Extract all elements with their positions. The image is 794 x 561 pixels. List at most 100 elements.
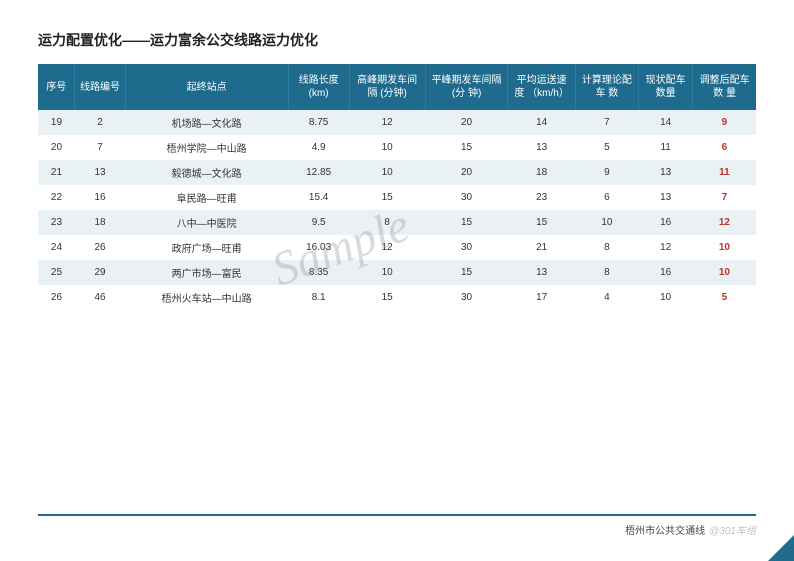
table-cell: 11 <box>638 135 692 160</box>
table-cell: 10 <box>349 135 425 160</box>
table-cell: 13 <box>75 160 125 185</box>
table-cell: 26 <box>75 235 125 260</box>
table-cell: 8 <box>575 260 638 285</box>
table-cell: 11 <box>693 160 756 185</box>
table-cell: 八中—中医院 <box>125 210 288 235</box>
table-cell: 4 <box>575 285 638 310</box>
table-row: 2646梧州火车站—中山路8.11530174105 <box>38 285 756 310</box>
footer: 梧州市公共交通线 @301车组 <box>38 514 756 537</box>
table-row: 192机场路—文化路8.751220147149 <box>38 110 756 135</box>
table-cell: 23 <box>38 210 75 235</box>
table-cell: 29 <box>75 260 125 285</box>
table-cell: 16 <box>638 260 692 285</box>
col-off: 平峰期发车间隔(分 钟) <box>425 64 508 110</box>
table-cell: 15.4 <box>288 185 349 210</box>
table-cell: 18 <box>508 160 575 185</box>
table-cell: 7 <box>75 135 125 160</box>
table-cell: 8.75 <box>288 110 349 135</box>
table-cell: 30 <box>425 185 508 210</box>
footer-watermark: @301车组 <box>709 526 756 537</box>
table-cell: 9.5 <box>288 210 349 235</box>
table-cell: 10 <box>575 210 638 235</box>
table-cell: 13 <box>638 185 692 210</box>
table-row: 2216阜民路—旺甫15.41530236137 <box>38 185 756 210</box>
table-cell: 25 <box>38 260 75 285</box>
table-cell: 19 <box>38 110 75 135</box>
col-theo: 计算理论配车 数 <box>575 64 638 110</box>
table-cell: 5 <box>575 135 638 160</box>
table-cell: 15 <box>425 210 508 235</box>
table-cell: 8 <box>575 235 638 260</box>
col-stops: 起终站点 <box>125 64 288 110</box>
table-cell: 梧州火车站—中山路 <box>125 285 288 310</box>
table-cell: 机场路—文化路 <box>125 110 288 135</box>
capacity-table: 序号 线路编号 起终站点 线路长度 (km) 高峰期发车间隔 (分钟) 平峰期发… <box>38 64 756 310</box>
table-cell: 7 <box>693 185 756 210</box>
table-cell: 8.35 <box>288 260 349 285</box>
table-header-row: 序号 线路编号 起终站点 线路长度 (km) 高峰期发车间隔 (分钟) 平峰期发… <box>38 64 756 110</box>
table-cell: 46 <box>75 285 125 310</box>
table-cell: 8 <box>349 210 425 235</box>
table-cell: 12 <box>693 210 756 235</box>
col-seq: 序号 <box>38 64 75 110</box>
col-cur: 现状配车 数量 <box>638 64 692 110</box>
table-cell: 梧州学院—中山路 <box>125 135 288 160</box>
table-cell: 12 <box>638 235 692 260</box>
table-cell: 20 <box>425 110 508 135</box>
table-cell: 9 <box>693 110 756 135</box>
table-cell: 20 <box>425 160 508 185</box>
table-row: 2529两广市场—富民8.3510151381610 <box>38 260 756 285</box>
table-cell: 14 <box>508 110 575 135</box>
table-cell: 30 <box>425 285 508 310</box>
table-cell: 13 <box>638 160 692 185</box>
table-cell: 12 <box>349 235 425 260</box>
col-line: 线路编号 <box>75 64 125 110</box>
table-cell: 阜民路—旺甫 <box>125 185 288 210</box>
table-cell: 15 <box>508 210 575 235</box>
table-cell: 23 <box>508 185 575 210</box>
table-cell: 14 <box>638 110 692 135</box>
table-cell: 毅德城—文化路 <box>125 160 288 185</box>
table-cell: 21 <box>508 235 575 260</box>
table-cell: 7 <box>575 110 638 135</box>
table-cell: 15 <box>349 285 425 310</box>
table-cell: 17 <box>508 285 575 310</box>
table-cell: 12.85 <box>288 160 349 185</box>
table-cell: 13 <box>508 135 575 160</box>
table-cell: 16 <box>75 185 125 210</box>
table-cell: 5 <box>693 285 756 310</box>
table-cell: 15 <box>349 185 425 210</box>
table-cell: 15 <box>425 260 508 285</box>
corner-decoration <box>768 535 794 561</box>
table-cell: 22 <box>38 185 75 210</box>
table-cell: 6 <box>693 135 756 160</box>
col-peak: 高峰期发车间隔 (分钟) <box>349 64 425 110</box>
table-cell: 2 <box>75 110 125 135</box>
table-cell: 10 <box>349 160 425 185</box>
table-row: 207梧州学院—中山路4.91015135116 <box>38 135 756 160</box>
table-row: 2426政府广场—旺甫16.0312302181210 <box>38 235 756 260</box>
table-cell: 9 <box>575 160 638 185</box>
page-title: 运力配置优化——运力富余公交线路运力优化 <box>38 30 756 50</box>
table-cell: 24 <box>38 235 75 260</box>
table-cell: 4.9 <box>288 135 349 160</box>
table-cell: 8.1 <box>288 285 349 310</box>
table-cell: 6 <box>575 185 638 210</box>
table-cell: 13 <box>508 260 575 285</box>
table-cell: 10 <box>693 260 756 285</box>
footer-text: 梧州市公共交通线 <box>625 526 705 537</box>
col-len: 线路长度 (km) <box>288 64 349 110</box>
table-cell: 18 <box>75 210 125 235</box>
table-cell: 21 <box>38 160 75 185</box>
table-cell: 政府广场—旺甫 <box>125 235 288 260</box>
col-adj: 调整后配车数 量 <box>693 64 756 110</box>
table-cell: 15 <box>425 135 508 160</box>
table-row: 2113毅德城—文化路12.8510201891311 <box>38 160 756 185</box>
table-cell: 12 <box>349 110 425 135</box>
table-cell: 10 <box>693 235 756 260</box>
table-cell: 16.03 <box>288 235 349 260</box>
col-speed: 平均运送速度 （km/h） <box>508 64 575 110</box>
table-cell: 30 <box>425 235 508 260</box>
table-cell: 10 <box>638 285 692 310</box>
table-cell: 20 <box>38 135 75 160</box>
